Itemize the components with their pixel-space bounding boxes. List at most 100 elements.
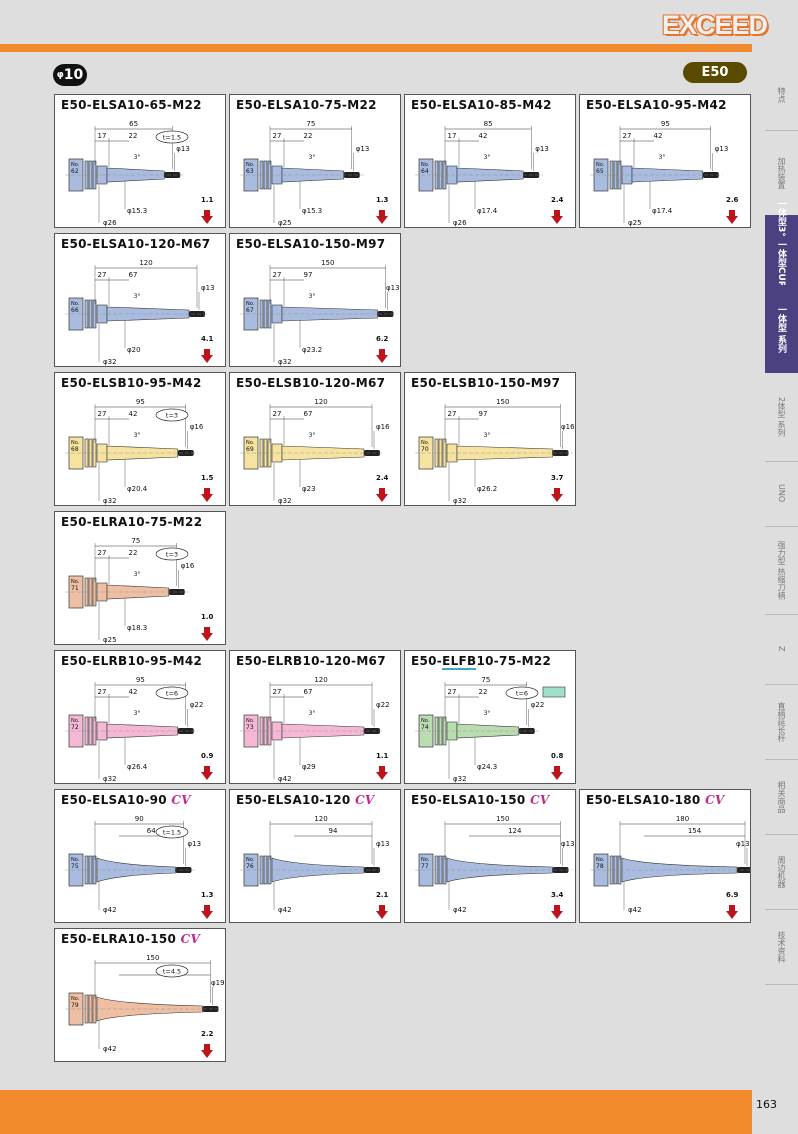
weight-value: 4.1 <box>201 335 214 343</box>
product-card[interactable]: E50-ELSA10-75-M22 63 No. 75 27 22 3° φ15.3 φ25 φ1… <box>229 94 401 228</box>
weight-arrow-icon <box>551 905 563 919</box>
holder-no-label: No. <box>596 162 605 168</box>
sidebar-item-4[interactable]: 2体型 系列 <box>765 373 798 462</box>
product-title: E50-ELSB10-150-M97 <box>411 376 561 390</box>
sidebar-item-7[interactable]: Z <box>765 614 798 685</box>
weight-arrow-icon <box>201 349 213 363</box>
dim-a: 27 <box>623 132 632 140</box>
product-title: E50-ELRA10-75-M22 <box>61 515 203 529</box>
sidebar-item-3[interactable]: 一体型 系列 <box>765 285 798 373</box>
holder-no-label: No. <box>421 857 430 863</box>
weight-arrow-icon <box>551 766 563 780</box>
dim-d1: φ26.2 <box>477 485 497 493</box>
sidebar-item-6[interactable]: 强力型 热缩刀柄 <box>765 526 798 615</box>
product-card[interactable]: E50-ELRA10-150 CV79No.150124φ42φ19t=4.52… <box>54 928 226 1062</box>
dim-length: 120 <box>314 815 327 823</box>
sidebar-item-5[interactable]: UNO <box>765 461 798 527</box>
sidebar-item-2[interactable]: 一体型3° 一体型CURVE <box>765 199 798 301</box>
product-card[interactable]: E50-ELRB10-120-M67 73 No. 120 27 67 3° φ29 φ42 φ2… <box>229 650 401 784</box>
dim-length: 120 <box>314 676 327 684</box>
dim-length: 150 <box>496 398 509 406</box>
product-card[interactable]: E50-ELFB10-75-M22 74 No. 75 27 22 3° φ24.3 φ32 φ2… <box>404 650 576 784</box>
holder-no-label: No. <box>71 440 80 446</box>
dim-a: 27 <box>448 688 457 696</box>
dim-a: 154 <box>688 827 702 835</box>
holder-number: 68 <box>71 446 79 453</box>
weight-arrow-icon <box>726 210 738 224</box>
thickness-value: t=1.5 <box>163 134 181 142</box>
dim-a: 17 <box>98 132 107 140</box>
diameter-badge: φ10 <box>53 64 87 86</box>
product-card[interactable]: E50-ELSA10-85-M42 64 No. 85 17 42 3° φ17.4 φ26 φ1… <box>404 94 576 228</box>
dim-length: 75 <box>131 537 140 545</box>
dim-tip: φ19 <box>211 979 225 987</box>
product-card[interactable]: E50-ELSB10-120-M67 69 No. 120 27 67 3° φ23 φ32 φ1… <box>229 372 401 506</box>
sidebar-item-8[interactable]: 直柄延长杆 <box>765 684 798 760</box>
holder-no-label: No. <box>71 857 80 863</box>
holder-number: 73 <box>246 724 254 731</box>
weight-arrow-icon <box>376 349 388 363</box>
holder-number: 64 <box>421 168 429 175</box>
dim-a: 27 <box>273 271 282 279</box>
sidebar-item-label: 加热装置 <box>777 156 786 189</box>
holder-number: 77 <box>421 863 429 870</box>
holder-no-label: No. <box>246 162 255 168</box>
weight-arrow-icon <box>201 210 213 224</box>
dim-tip: φ22 <box>531 701 545 709</box>
product-card[interactable]: E50-ELRA10-75-M22 71 No. 75 27 22 3° φ18.3 φ25 φ1… <box>54 511 226 645</box>
thickness-badge <box>155 408 189 422</box>
dim-tip: φ22 <box>376 701 390 709</box>
product-title: E50-ELRB10-95-M42 <box>61 654 203 668</box>
holder-taper <box>456 445 553 461</box>
top-orange-bar <box>0 44 752 52</box>
weight-arrow-icon <box>551 488 563 502</box>
dim-d1: φ15.3 <box>302 207 322 215</box>
taper-angle: 3° <box>134 710 141 717</box>
taper-angle: 3° <box>309 710 316 717</box>
dim-d1: φ23.2 <box>302 346 322 354</box>
product-card[interactable]: E50-ELSA10-150 CV 77 No. 150 124 φ42 φ13 3.4 <box>404 789 576 923</box>
curve-icon: CV <box>350 793 375 807</box>
dim-d2: φ42 <box>628 906 642 914</box>
weight-value: 6.9 <box>726 891 739 899</box>
product-card[interactable]: E50-ELSA10-120-M67 66 No. 120 27 67 3° φ20 φ32 φ1… <box>54 233 226 367</box>
dim-d1: φ24.3 <box>477 763 497 771</box>
product-title: E50-ELSA10-90 CV <box>61 793 191 807</box>
holder-taper <box>106 723 179 739</box>
product-card[interactable]: E50-ELSA10-180 CV 78 No. 180 154 φ42 φ13 6.9 <box>579 789 751 923</box>
dim-d2: φ42 <box>103 906 117 914</box>
holder-taper <box>106 167 165 183</box>
exceed-logo: EXCEED <box>662 10 768 40</box>
product-card[interactable]: E50-ELSA10-65-M22 62 No. 65 17 22 3° φ15.3 φ26 φ1… <box>54 94 226 228</box>
holder-number: 75 <box>71 863 79 870</box>
holder-taper <box>106 306 190 322</box>
product-card[interactable]: E50-ELSA10-95-M42 65 No. 95 27 42 3° φ17.4 φ25 φ1… <box>579 94 751 228</box>
product-card[interactable]: E50-ELSA10-90 CV 75 No. 90 64 φ42 φ13 t=1.5 1.3 <box>54 789 226 923</box>
holder-no-label: No. <box>71 996 80 1002</box>
dim-d2: φ26 <box>453 219 467 227</box>
product-card[interactable]: E50-ELSB10-95-M42 68 No. 95 27 42 3° φ20.4 φ32 φ1… <box>54 372 226 506</box>
weight-value: 2.4 <box>376 474 389 482</box>
sidebar-item-0[interactable]: 特点 <box>765 60 798 131</box>
weight-value: 1.3 <box>201 891 214 899</box>
dim-a: 64 <box>147 827 156 835</box>
taper-angle: 3° <box>134 571 141 578</box>
product-title: E50-ELSA10-95-M42 <box>586 98 727 112</box>
sidebar-item-9[interactable]: 相关商品 <box>765 759 798 835</box>
product-card[interactable]: E50-ELSA10-120 CV 76 No. 120 94 φ42 φ13 2.1 <box>229 789 401 923</box>
weight-arrow-icon <box>726 905 738 919</box>
sidebar-item-10[interactable]: 周边机器 <box>765 834 798 910</box>
product-card[interactable]: E50-ELSA10-150-M97 67 No. 150 27 97 3° φ23.2 φ32… <box>229 233 401 367</box>
holder-no-label: No. <box>71 579 80 585</box>
product-card[interactable]: E50-ELRB10-95-M42 72 No. 95 27 42 3° φ26.4 φ32 φ2… <box>54 650 226 784</box>
dim-length: 120 <box>139 259 152 267</box>
dim-tip: φ22 <box>190 701 204 709</box>
holder-no-label: No. <box>71 301 80 307</box>
product-card[interactable]: E50-ELSB10-150-M97 70 No. 150 27 97 3° φ26.2 φ32… <box>404 372 576 506</box>
holder-number: 78 <box>596 863 604 870</box>
sidebar-item-11[interactable]: 技术资料 <box>765 909 798 985</box>
